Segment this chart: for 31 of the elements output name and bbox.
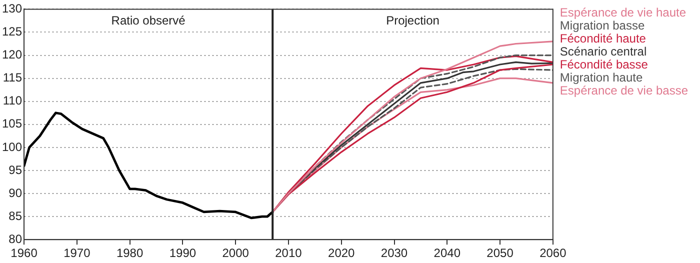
series-label: Fécondité haute [560,31,646,46]
series-label: Espérance de vie haute [560,5,686,20]
x-tick-label: 1960 [10,246,38,260]
x-tick-label: 2040 [434,246,461,260]
y-tick-label: 95 [8,162,22,177]
series-label: Fécondité basse [560,57,648,72]
y-tick-label: 120 [2,48,22,62]
annotation: Ratio observé [111,14,186,28]
x-tick-label: 2050 [486,246,514,260]
x-tick-label: 1970 [64,246,91,260]
y-tick-label: 80 [8,232,22,246]
text: Migration basse [560,18,645,32]
y-tick-label: 85 [8,208,22,223]
y-tick-label: 100 [2,140,22,154]
y-tick-label: 130 [2,2,22,16]
series-label: Scénario central [560,44,647,58]
series-label: Espérance de vie basse [560,83,688,98]
y-tick-label: 90 [8,186,22,200]
x-tick-label: 2020 [328,246,356,260]
x-tick-label: 1980 [116,246,144,260]
x-tick-label: 2030 [380,246,408,260]
y-tick-label: 110 [2,94,22,108]
y-tick-label: 105 [2,116,22,131]
annotation: Projection [386,14,440,28]
x-tick-label: 2000 [222,246,250,260]
x-tick-label: 2010 [275,246,302,260]
y-tick-label: 125 [2,24,22,39]
series-label: Migration haute [560,70,643,84]
x-tick-label: 1990 [169,246,196,260]
x-tick-label: 2060 [540,246,567,260]
y-tick-label: 115 [2,70,22,85]
